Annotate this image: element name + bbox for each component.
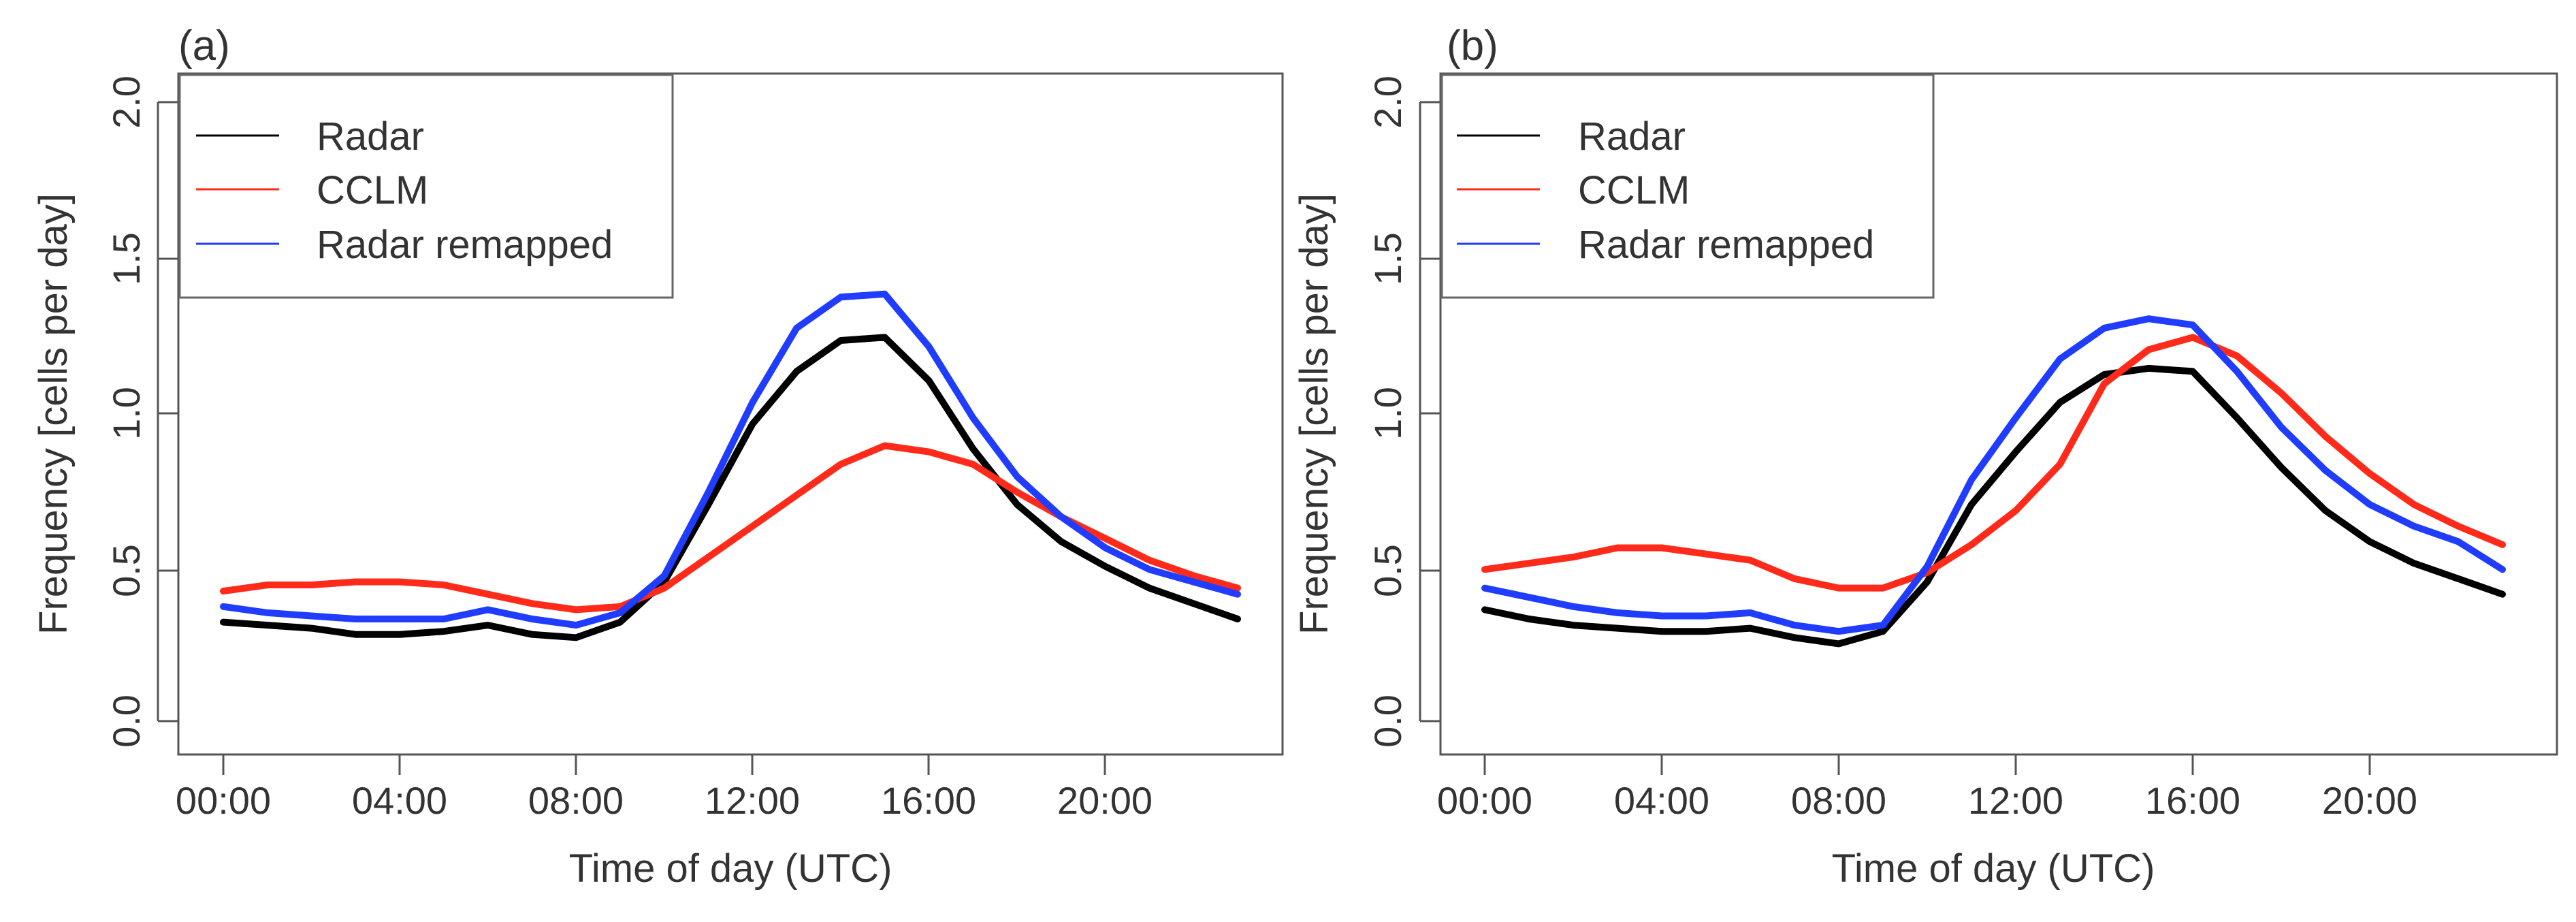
y-tick-label: 0.5 xyxy=(1366,544,1409,597)
x-tick-label: 08:00 xyxy=(1791,779,1886,822)
x-tick-label: 16:00 xyxy=(2145,779,2240,822)
y-axis-title: Frequency [cells per day] xyxy=(31,193,76,635)
legend: Radar CCLM Radar remapped xyxy=(178,74,674,299)
x-tick-label: 20:00 xyxy=(2322,779,2417,822)
y-tick-label: 0.0 xyxy=(105,695,148,748)
x-tick-label: 08:00 xyxy=(528,779,624,822)
y-tick-label: 1.5 xyxy=(105,232,148,285)
x-tick-label: 12:00 xyxy=(1968,779,2063,822)
series-line-radar xyxy=(220,334,1241,641)
x-tick-label: 00:00 xyxy=(176,779,271,822)
panel-label-b: (b) xyxy=(1447,22,1498,69)
panel-label-a: (a) xyxy=(178,22,230,69)
y-tick-label: 1.0 xyxy=(1366,387,1409,440)
x-axis-title: Time of day (UTC) xyxy=(569,846,892,891)
x-tick-label: 04:00 xyxy=(352,779,447,822)
series-line-radar-remapped xyxy=(1481,315,2506,635)
y-tick-label: 1.0 xyxy=(105,387,148,440)
series-line-radar-remapped xyxy=(220,290,1241,629)
y-tick-label: 2.0 xyxy=(105,76,148,129)
y-tick-label: 0.5 xyxy=(105,544,148,597)
y-axis-title: Frequency [cells per day] xyxy=(1292,193,1336,635)
x-tick-label: 12:00 xyxy=(705,779,800,822)
legend-label: Radar remapped xyxy=(317,223,613,267)
y-tick-label: 0.0 xyxy=(1366,695,1409,748)
series-line-cclm xyxy=(1481,334,2506,592)
legend-box xyxy=(178,74,674,299)
legend: Radar CCLM Radar remapped xyxy=(1440,74,1935,299)
y-tick-label: 2.0 xyxy=(1366,76,1409,129)
panel-a: (a) 0.0 0.5 1.0 1.5 2.0 Frequency [cells… xyxy=(31,22,1284,891)
legend-label: Radar remapped xyxy=(1578,223,1874,267)
x-tick-label: 00:00 xyxy=(1437,779,1532,822)
x-tick-label: 04:00 xyxy=(1614,779,1709,822)
legend-box xyxy=(1440,74,1935,299)
legend-label: Radar xyxy=(1578,114,1686,159)
series-line-radar xyxy=(1481,364,2506,648)
x-axis-title: Time of day (UTC) xyxy=(1832,846,2155,891)
x-tick-label: 16:00 xyxy=(881,779,976,822)
y-tick-label: 1.5 xyxy=(1366,232,1409,285)
legend-label: CCLM xyxy=(1578,168,1690,212)
panel-b: (b) 0.0 0.5 1.0 1.5 2.0 Frequency [cells… xyxy=(1292,22,2558,891)
legend-label: Radar xyxy=(317,114,424,159)
legend-label: CCLM xyxy=(317,168,428,212)
x-tick-label: 20:00 xyxy=(1057,779,1153,822)
